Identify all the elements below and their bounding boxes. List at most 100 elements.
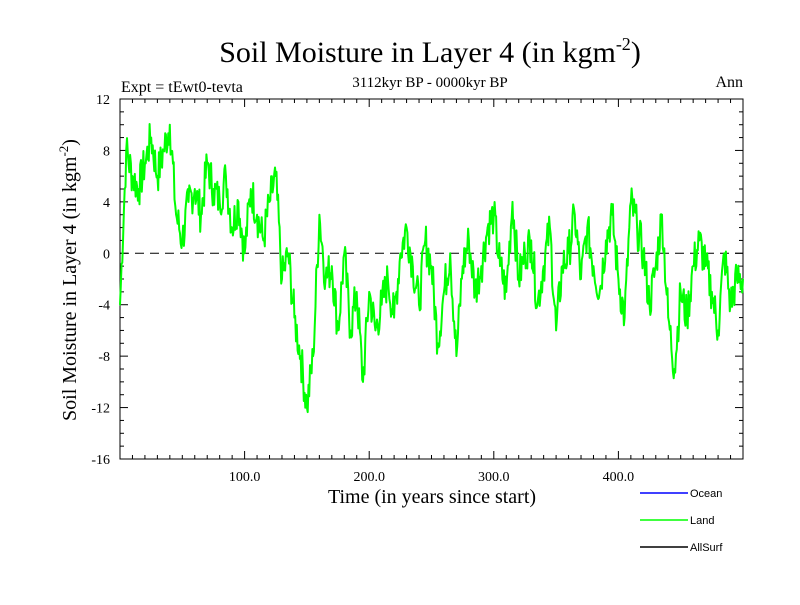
data-point-land: [175, 213, 177, 216]
data-point-land: [212, 188, 215, 190]
y-tick-label: 12: [96, 93, 110, 108]
series-points-land: [119, 123, 744, 409]
y-tick-label: -4: [98, 299, 110, 314]
data-point-land: [231, 226, 233, 229]
data-point-land: [436, 342, 439, 345]
legend-label-allsurf: AllSurf: [690, 542, 723, 554]
data-point-land: [131, 175, 134, 177]
data-point-land: [331, 265, 333, 267]
data-point-land: [243, 252, 246, 255]
data-point-land: [642, 252, 645, 255]
data-point-land: [673, 368, 676, 370]
data-point-land: [250, 188, 252, 190]
y-tick-label: -12: [91, 402, 110, 417]
x-tick-label: 300.0: [478, 470, 510, 485]
data-point-land: [486, 226, 489, 229]
data-point-land: [480, 265, 483, 267]
data-point-land: [611, 213, 613, 216]
data-point-land: [349, 329, 352, 332]
data-point-land: [324, 278, 327, 280]
x-axis: 100.0 200.0 300.0 400.0: [229, 99, 634, 485]
data-point-land: [181, 239, 184, 242]
data-point-land: [287, 252, 290, 255]
minor-ticks: [120, 99, 743, 459]
data-point-land: [679, 291, 682, 293]
data-point-land: [156, 175, 159, 177]
data-point-land: [318, 213, 321, 216]
data-point-land: [505, 291, 508, 293]
data-point-land: [218, 201, 221, 203]
data-point-land: [605, 239, 607, 242]
data-point-land: [430, 265, 433, 267]
data-point-land: [337, 329, 339, 332]
data-point-land: [418, 303, 420, 306]
x-tick-label: 400.0: [603, 470, 635, 485]
data-point-land: [654, 265, 657, 267]
data-point-land: [729, 303, 732, 306]
data-point-land: [306, 406, 308, 409]
data-point-land: [455, 355, 458, 357]
data-point-land: [580, 278, 582, 280]
x-axis-label: Time (in years since start): [328, 486, 536, 508]
data-point-land: [200, 213, 202, 216]
data-point-land: [474, 291, 476, 293]
legend-label-ocean: Ocean: [690, 488, 722, 500]
data-point-land: [262, 239, 265, 242]
data-point-land: [355, 291, 358, 293]
data-point-land: [312, 355, 314, 357]
data-point-land: [461, 265, 464, 267]
data-point-land: [698, 239, 701, 242]
data-point-land: [144, 162, 146, 165]
data-point-land: [561, 265, 564, 267]
data-point-land: [362, 381, 364, 383]
data-point-land: [517, 278, 520, 280]
data-point-land: [704, 265, 707, 267]
data-point-land: [374, 329, 377, 332]
data-point-land: [443, 291, 445, 293]
y-tick-label: -8: [98, 350, 110, 365]
data-point-land: [617, 278, 620, 280]
y-tick-label: 8: [103, 144, 110, 159]
data-point-land: [449, 252, 451, 255]
y-tick-label: -16: [91, 453, 110, 468]
data-point-land: [573, 213, 576, 216]
data-point-land: [530, 239, 532, 242]
data-point-land: [636, 226, 638, 229]
data-point-land: [268, 201, 271, 203]
data-point-land: [125, 149, 128, 152]
y-axis-label: Soil Moisture in Layer 4 (in kgm-2): [56, 139, 81, 421]
chart-title: Soil Moisture in Layer 4 (in kgm-2): [219, 34, 641, 69]
data-point-land: [193, 188, 196, 190]
data-point-land: [169, 123, 171, 126]
data-point-land: [256, 213, 258, 216]
data-point-land: [393, 316, 395, 319]
y-tick-label: 0: [103, 247, 110, 262]
data-point-land: [692, 265, 694, 267]
data-point-land: [187, 201, 190, 203]
data-point-land: [524, 252, 526, 255]
data-point-land: [630, 201, 632, 203]
data-point-land: [742, 278, 744, 280]
data-point-land: [661, 213, 663, 216]
x-tick-label: 100.0: [229, 470, 261, 485]
data-point-land: [293, 316, 296, 319]
data-point-land: [119, 303, 121, 306]
data-point-land: [343, 252, 346, 255]
data-point-land: [536, 303, 539, 306]
data-point-land: [299, 355, 302, 357]
data-point-land: [598, 291, 601, 293]
data-point-land: [667, 316, 670, 319]
data-point-land: [592, 265, 595, 267]
data-point-land: [137, 188, 140, 190]
data-point-land: [162, 149, 165, 152]
data-point-land: [493, 213, 495, 216]
data-point-land: [368, 291, 371, 293]
data-point-land: [555, 329, 557, 332]
data-point-land: [542, 265, 545, 267]
data-point-land: [274, 175, 277, 177]
legend: Ocean Land AllSurf: [640, 488, 723, 554]
data-point-land: [711, 291, 713, 293]
